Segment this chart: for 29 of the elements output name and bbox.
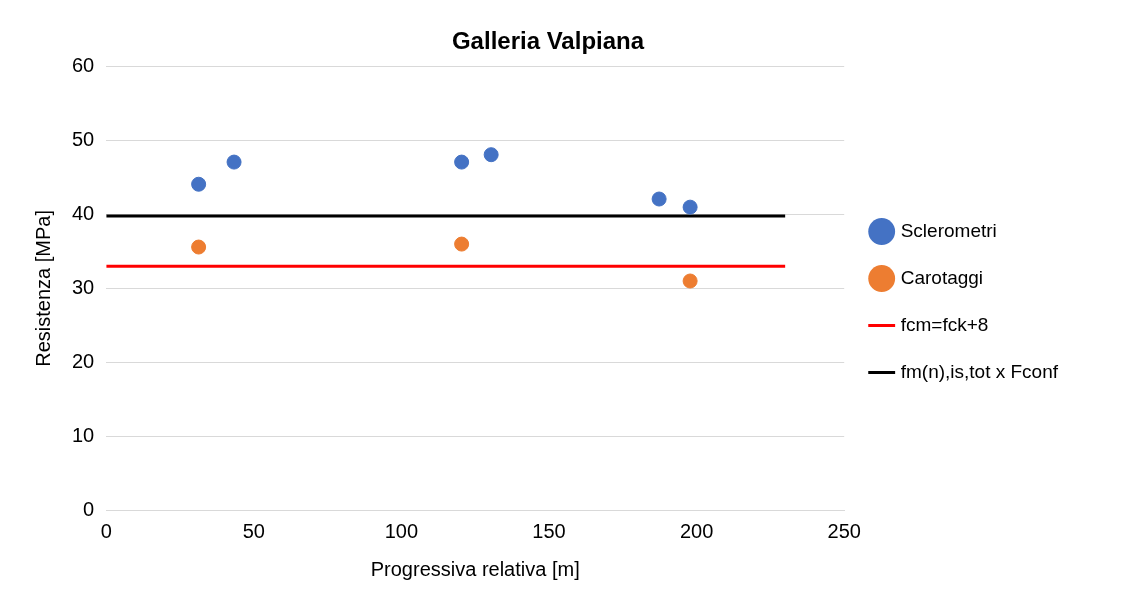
- legend-label: fcm=fck+8: [900, 313, 989, 335]
- x-tick-label: 150: [532, 519, 566, 542]
- y-tick-label: 0: [83, 497, 95, 520]
- legend-label: Sclerometri: [900, 219, 997, 241]
- y-tick-label: 20: [72, 349, 95, 372]
- y-tick-label: 50: [72, 128, 95, 151]
- y-axis-title: Resistenza [MPa]: [31, 210, 54, 367]
- legend-label: fm(n),is,tot x Fconf: [900, 360, 1059, 382]
- y-tick-label: 10: [72, 423, 95, 446]
- y-tick-label: 40: [72, 202, 95, 225]
- point: [483, 147, 499, 163]
- legend-label: Carotaggi: [900, 266, 984, 288]
- point: [191, 176, 207, 192]
- x-tick-label: 0: [100, 519, 112, 542]
- y-tick-label: 30: [72, 275, 95, 298]
- point: [191, 239, 207, 255]
- point: [682, 199, 698, 215]
- x-tick-label: 50: [242, 519, 265, 542]
- point: [682, 273, 698, 289]
- point: [226, 154, 242, 170]
- y-tick-label: 60: [72, 54, 95, 77]
- point: [454, 154, 470, 170]
- point: [651, 191, 667, 207]
- point: [454, 236, 470, 252]
- x-tick-label: 200: [679, 519, 714, 542]
- x-tick-label: 250: [827, 519, 861, 542]
- chart-title: Galleria Valpiana: [451, 27, 645, 55]
- x-tick-label: 100: [384, 519, 419, 542]
- x-axis-title: Progressiva relativa [m]: [370, 557, 580, 580]
